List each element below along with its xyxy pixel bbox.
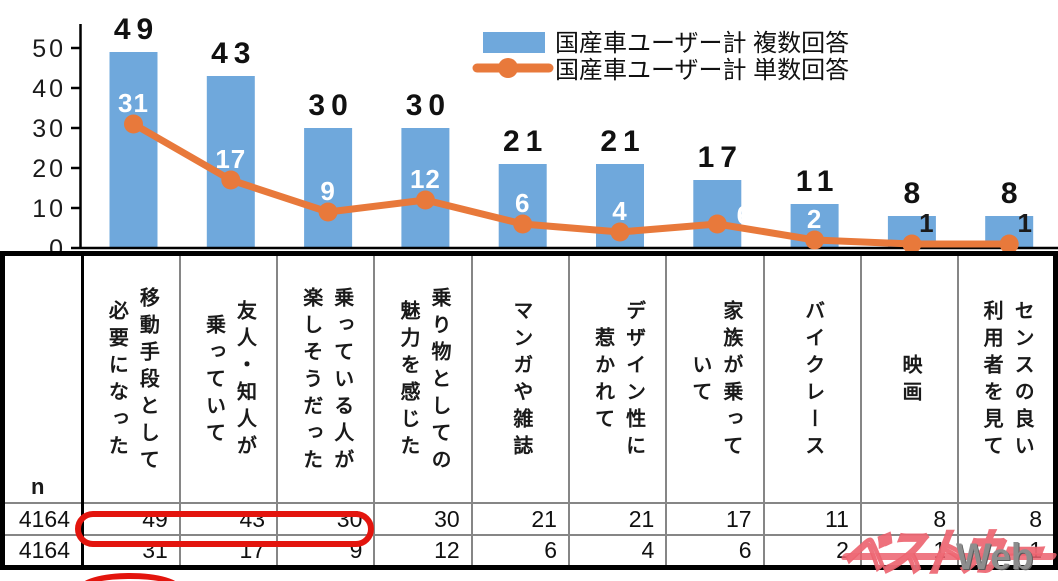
line-value-label: 1 [1017, 208, 1032, 238]
n-value: 4164 [1, 534, 84, 568]
bar [304, 128, 353, 248]
value-cell: 1 [957, 534, 1057, 568]
header-cell-10: センスの良い 利用者を見て [957, 252, 1057, 504]
value-cell: 9 [276, 534, 376, 568]
value-cell: 17 [665, 502, 765, 536]
n-header-cell: n [1, 252, 84, 504]
line-point [902, 234, 922, 254]
bar [498, 164, 547, 248]
line-value-label: 6 [515, 188, 530, 218]
line-point [999, 234, 1019, 254]
table-region: n 移動手段として 必要になった 友人・知人が 乗っていて 乗っている人が 楽し… [0, 251, 1058, 570]
value-cell: 30 [373, 502, 473, 536]
bar-value-label: 17 [698, 141, 743, 174]
n-label: n [31, 474, 45, 499]
value-cell: 49 [81, 502, 181, 536]
header-cell-7: 家族が乗って いて [665, 252, 765, 504]
value-cell: 8 [957, 502, 1057, 536]
legend-bar-swatch [483, 32, 545, 53]
line-point [124, 114, 143, 134]
line-value-label: 2 [807, 204, 822, 234]
header-cell-8: バイクレース [762, 252, 862, 504]
highlight-oval-annotation [79, 573, 181, 581]
value-cell: 2 [762, 534, 862, 568]
line-value-label: 31 [118, 88, 149, 118]
data-table: n 移動手段として 必要になった 友人・知人が 乗っていて 乗っている人が 楽し… [0, 251, 1058, 570]
header-cell-5: マンガや雑誌 [470, 252, 570, 504]
value-cell: 17 [178, 534, 279, 568]
value-cell: 43 [178, 502, 279, 536]
bar-value-label: 49 [114, 13, 159, 46]
bar-value-label: 21 [503, 125, 548, 158]
line-point [707, 214, 727, 234]
header-cell-2: 友人・知人が 乗っていて [178, 252, 279, 504]
bar-value-label: 21 [600, 125, 645, 158]
bar-value-label: 43 [211, 37, 256, 70]
line-value-label: 17 [215, 144, 246, 174]
line-value-label: 9 [320, 176, 335, 206]
line-value-label: 12 [410, 164, 441, 194]
value-cell: 8 [859, 502, 960, 536]
legend-line-marker [498, 58, 518, 78]
line-value-label: 1 [919, 208, 934, 238]
y-tick-label: 10 [32, 195, 66, 223]
line-series [130, 120, 1013, 248]
y-tick-label: 50 [32, 35, 66, 63]
bar [693, 180, 742, 248]
value-cell: 6 [470, 534, 570, 568]
line-point [805, 230, 825, 250]
value-cell: 1 [859, 534, 960, 568]
n-value: 4164 [1, 502, 84, 536]
bar [401, 128, 450, 248]
header-cell-6: デザイン性に 惹かれて [567, 252, 668, 504]
y-tick-label: 0 [49, 235, 66, 252]
header-cell-4: 乗り物としての 魅力を感じた [373, 252, 473, 504]
header-cell-1: 移動手段として 必要になった [81, 252, 181, 504]
value-cell: 12 [373, 534, 473, 568]
table-row-multiple-answer: 4164 49 43 30 30 21 21 17 11 8 8 [1, 502, 1057, 536]
line-point [513, 214, 533, 234]
line-point [318, 202, 338, 222]
value-cell: 21 [470, 502, 570, 536]
y-tick-label: 30 [32, 115, 66, 143]
header-cell-9: 映画 [859, 252, 960, 504]
line-point [415, 190, 435, 210]
line-point [221, 170, 241, 190]
value-cell: 11 [762, 502, 862, 536]
bar [109, 52, 158, 248]
combo-chart: 0 10 20 30 40 50 49 43 30 30 21 21 17 11 8 8 31 17 9 12 6 4 6 2… [0, 0, 1058, 263]
value-cell: 4 [567, 534, 668, 568]
legend-bar-label: 国産車ユーザー計 複数回答 [555, 30, 849, 57]
value-cell: 21 [567, 502, 668, 536]
bar-value-label: 30 [308, 89, 353, 122]
table-row-single-answer: 4164 31 17 9 12 6 4 6 2 1 1 [1, 534, 1057, 568]
line-point [610, 222, 630, 242]
line-value-label: 4 [612, 196, 627, 226]
bar-value-label: 30 [406, 89, 451, 122]
bar-value-label: 11 [796, 165, 840, 198]
bar-value-label: 8 [904, 177, 927, 210]
value-cell: 30 [276, 502, 376, 536]
y-tick-label: 40 [32, 75, 66, 103]
header-cell-3: 乗っている人が 楽しそうだった [276, 252, 376, 504]
line-value-label: 6 [737, 200, 752, 230]
legend-line-label: 国産車ユーザー計 単数回答 [555, 57, 849, 84]
value-cell: 31 [81, 534, 181, 568]
y-tick-label: 20 [32, 155, 66, 183]
value-cell: 6 [665, 534, 765, 568]
bar [206, 76, 255, 248]
bar-value-label: 8 [1001, 177, 1024, 210]
table-header-row: n 移動手段として 必要になった 友人・知人が 乗っていて 乗っている人が 楽し… [1, 252, 1057, 504]
